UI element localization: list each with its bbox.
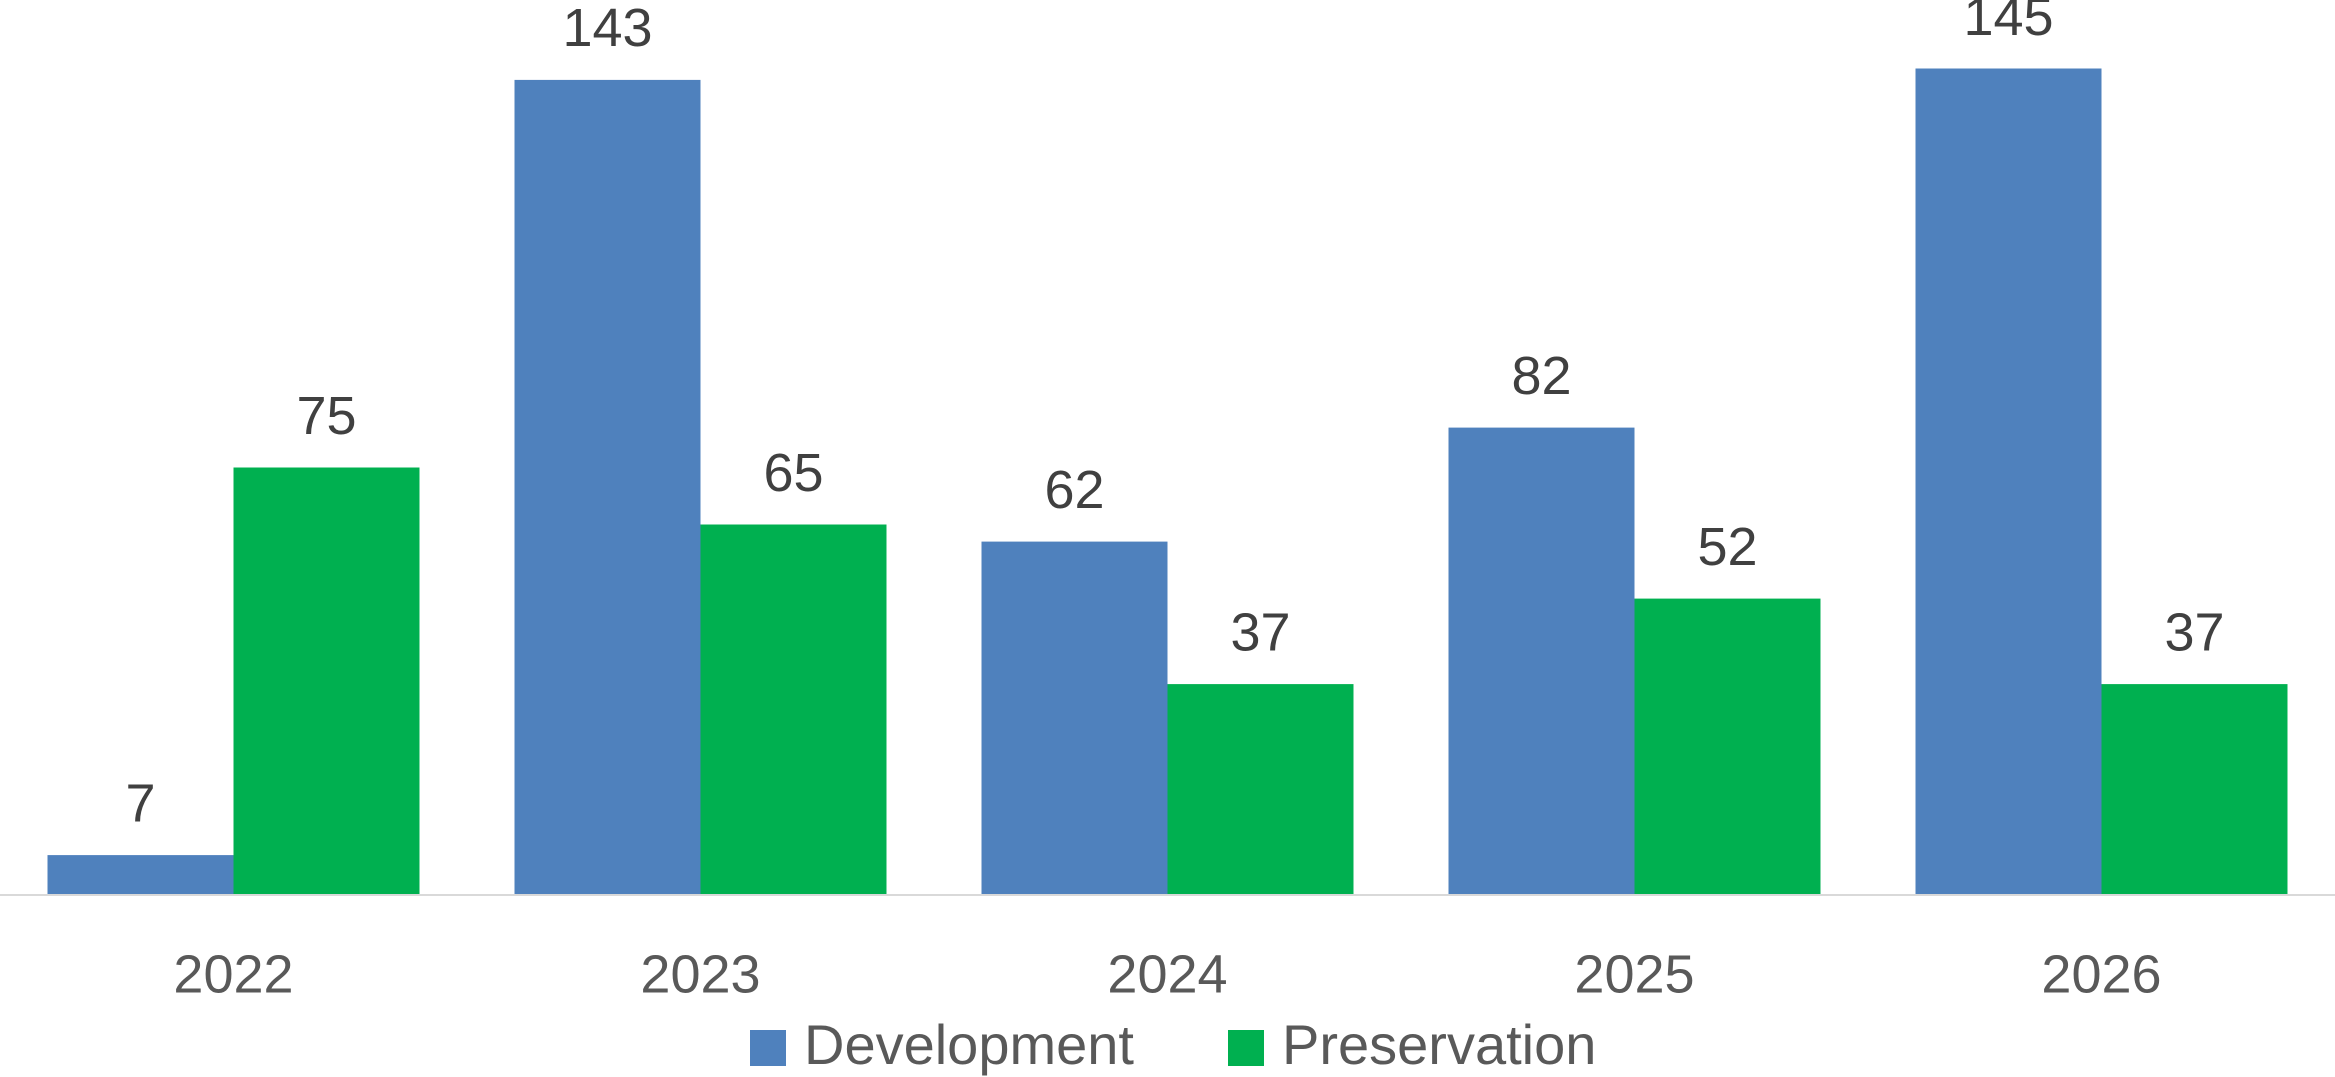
data-label: 145	[1963, 0, 2053, 47]
x-tick-label: 2026	[2041, 944, 2161, 1004]
bar	[1915, 68, 2102, 895]
data-label: 82	[1511, 346, 1571, 406]
x-tick-label: 2023	[640, 944, 760, 1004]
x-tick-label: 2025	[1574, 944, 1694, 1004]
legend-swatch	[750, 1030, 786, 1066]
data-label: 52	[1697, 517, 1757, 577]
bar	[981, 541, 1168, 895]
data-label: 7	[125, 773, 155, 833]
bar	[700, 524, 887, 895]
x-tick-label: 2024	[1107, 944, 1227, 1004]
data-label: 75	[296, 386, 356, 446]
data-label: 62	[1044, 460, 1104, 520]
data-label: 65	[763, 443, 823, 503]
bar	[1167, 684, 1354, 895]
legend-label: Preservation	[1282, 1013, 1596, 1076]
bar	[1634, 598, 1821, 895]
data-label: 37	[2164, 602, 2224, 662]
data-label: 143	[562, 0, 652, 58]
x-tick-label: 2022	[173, 944, 293, 1004]
bar	[514, 79, 701, 895]
data-label: 37	[1230, 602, 1290, 662]
bar	[47, 855, 234, 895]
legend-label: Development	[804, 1013, 1134, 1076]
bar	[1448, 427, 1635, 895]
bar	[2101, 684, 2288, 895]
legend-swatch	[1228, 1030, 1264, 1066]
bar	[233, 467, 420, 895]
